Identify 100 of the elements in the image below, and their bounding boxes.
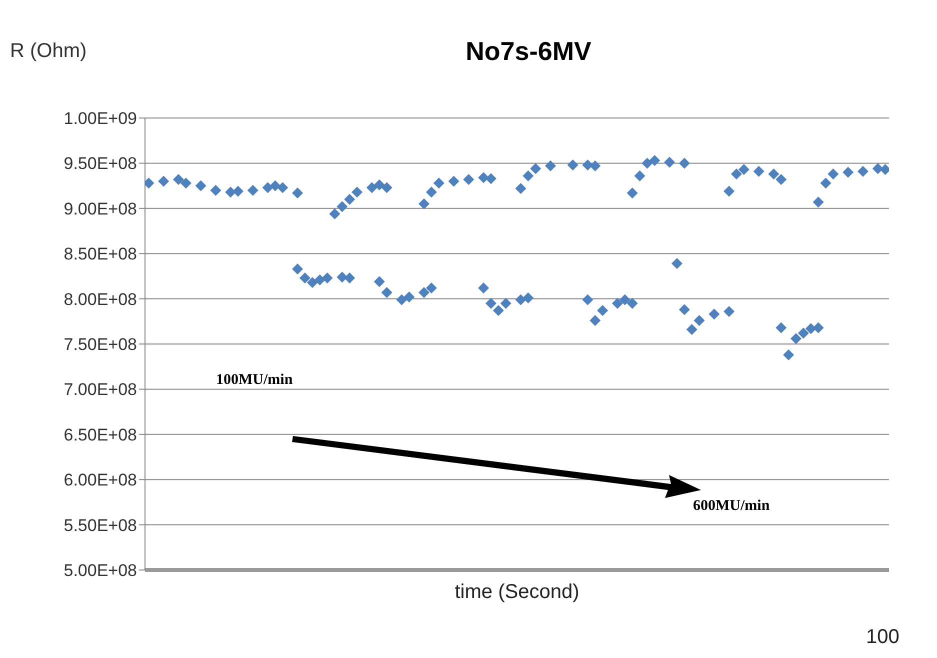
point xyxy=(678,304,690,316)
point xyxy=(418,286,430,298)
point xyxy=(590,314,601,326)
point xyxy=(463,174,474,185)
x-axis-title: time (Second) xyxy=(454,581,580,604)
point xyxy=(500,298,512,309)
y-tick-label: 6.00E+08 xyxy=(64,470,137,490)
point xyxy=(724,306,735,317)
point xyxy=(872,163,884,174)
point xyxy=(582,294,594,306)
point xyxy=(270,180,281,192)
point xyxy=(418,198,430,210)
point xyxy=(671,258,682,270)
point xyxy=(626,298,638,309)
y-axis-title: R (Ohm) xyxy=(10,40,87,63)
point xyxy=(374,179,385,190)
y-tick-label: 8.50E+08 xyxy=(64,244,137,264)
point xyxy=(277,182,288,194)
point xyxy=(180,178,192,189)
point xyxy=(374,276,385,288)
point xyxy=(344,272,356,284)
point xyxy=(195,180,206,192)
point xyxy=(478,282,490,294)
point xyxy=(448,176,460,187)
point xyxy=(306,277,318,288)
point xyxy=(857,166,868,177)
point xyxy=(522,292,534,304)
text: 100 xyxy=(866,626,900,649)
point xyxy=(812,322,824,334)
annotation: 100MU/min xyxy=(216,372,293,389)
point xyxy=(642,158,653,169)
y-tick-label: 5.50E+08 xyxy=(64,516,137,535)
point xyxy=(522,170,534,182)
point xyxy=(299,272,310,284)
point xyxy=(336,272,348,283)
point xyxy=(381,182,392,194)
point xyxy=(730,168,742,180)
point xyxy=(515,183,526,194)
point xyxy=(329,208,340,220)
point xyxy=(776,322,787,334)
point xyxy=(404,291,415,302)
point xyxy=(485,173,496,184)
point xyxy=(225,186,236,198)
y-tick-label: 5.00E+08 xyxy=(64,561,137,580)
point xyxy=(433,178,444,189)
y-tick-label: 8.00E+08 xyxy=(64,290,137,309)
point xyxy=(322,272,333,284)
chart-title: No7s-6MV xyxy=(466,36,592,66)
point xyxy=(210,184,222,196)
point xyxy=(678,158,690,169)
y-tick-label: 7.50E+08 xyxy=(64,335,137,354)
point xyxy=(820,178,832,189)
point xyxy=(612,298,623,309)
point xyxy=(708,308,720,320)
point xyxy=(597,305,608,316)
point xyxy=(366,182,378,194)
point xyxy=(530,163,542,174)
point xyxy=(292,263,304,274)
point xyxy=(828,168,839,180)
point xyxy=(426,282,437,294)
point xyxy=(753,166,764,177)
y-tick-label: 9.50E+08 xyxy=(64,154,137,174)
y-tick-label: 9.00E+08 xyxy=(64,199,137,218)
point xyxy=(544,160,556,172)
point xyxy=(426,186,437,198)
y-tick-label: 1.00E+09 xyxy=(64,109,137,128)
point xyxy=(649,154,660,166)
point xyxy=(694,314,705,326)
point xyxy=(336,201,348,212)
y-tick-label: 6.50E+08 xyxy=(64,425,137,444)
point xyxy=(344,194,356,205)
point xyxy=(582,160,594,171)
point xyxy=(738,164,750,176)
point xyxy=(776,174,787,185)
point xyxy=(478,172,490,184)
point xyxy=(515,294,526,306)
point xyxy=(172,174,184,185)
point xyxy=(724,186,735,197)
point xyxy=(798,328,809,339)
point xyxy=(664,156,676,168)
point xyxy=(381,286,392,298)
point xyxy=(247,184,258,196)
point xyxy=(485,298,496,309)
point xyxy=(232,186,244,197)
point xyxy=(292,188,304,199)
point xyxy=(634,170,646,182)
point xyxy=(158,176,170,187)
point xyxy=(567,160,578,171)
point xyxy=(805,323,816,334)
point xyxy=(626,188,638,199)
point xyxy=(492,305,504,316)
point xyxy=(590,160,601,172)
point xyxy=(842,166,854,178)
point xyxy=(783,349,794,360)
point xyxy=(262,182,274,194)
point xyxy=(790,333,802,344)
annotation: 600MU/min xyxy=(693,498,770,515)
point xyxy=(396,294,408,306)
point xyxy=(619,294,630,306)
point xyxy=(686,324,698,336)
